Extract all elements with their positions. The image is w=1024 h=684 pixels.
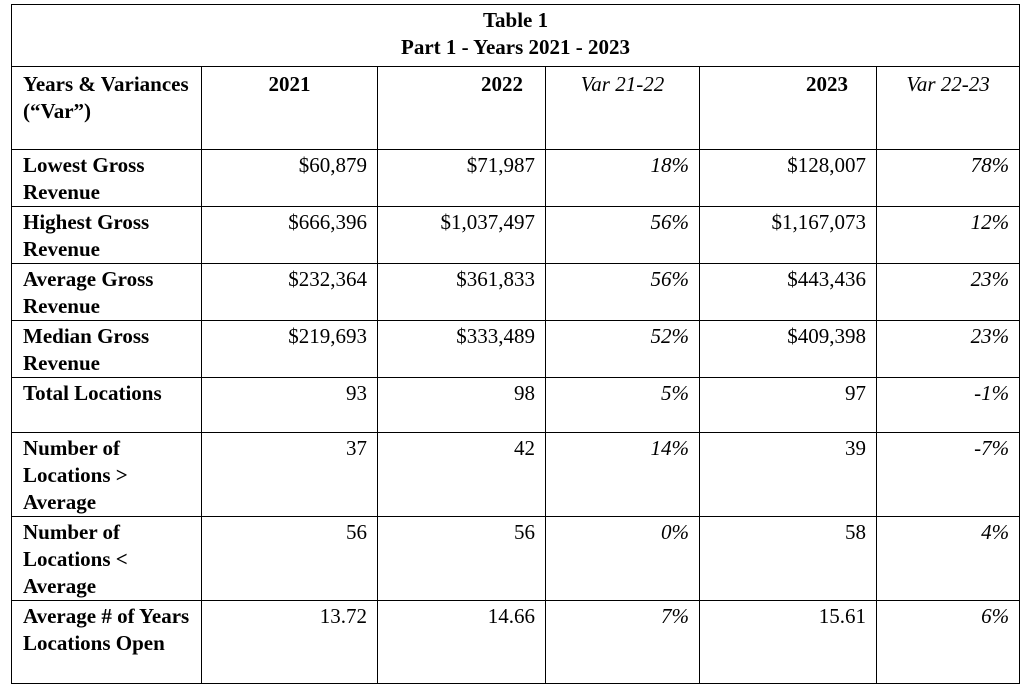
value-2023-cell: $1,167,073	[699, 206, 877, 264]
revenue-table: Table 1 Part 1 - Years 2021 - 2023 Years…	[10, 4, 1021, 684]
value-2023-cell: 15.61	[699, 600, 877, 684]
value-2021-cell: 56	[201, 516, 378, 601]
table-row: Average # of Years Locations Open 13.72 14…	[11, 600, 1021, 684]
table-caption-row: Table 1 Part 1 - Years 2021 - 2023	[10, 4, 1021, 67]
var-22-23-cell: 78%	[875, 149, 1021, 207]
var-22-23-cell: 23%	[875, 320, 1021, 378]
value-2022-cell: 14.66	[377, 600, 546, 684]
value-2021-cell: $219,693	[201, 320, 378, 378]
table-title: Table 1	[482, 8, 549, 32]
table-body: Lowest Gross Revenue $60,879 $71,987 18% $12…	[11, 149, 1021, 684]
value-2021-cell: 13.72	[201, 600, 378, 684]
row-label: Number of Locations > Average	[11, 432, 202, 517]
value-2023-cell: $443,436	[699, 263, 877, 321]
var-21-22-cell: 56%	[545, 263, 700, 321]
var-21-22-cell: 52%	[545, 320, 700, 378]
table-row: Highest Gross Revenue $666,396 $1,037,497 5…	[11, 206, 1021, 264]
header-var-21-22: Var 21-22	[545, 66, 700, 150]
value-2022-cell: 42	[377, 432, 546, 517]
value-2022-cell: $71,987	[377, 149, 546, 207]
value-2023-cell: $128,007	[699, 149, 877, 207]
value-2022-cell: $361,833	[377, 263, 546, 321]
table-row: Number of Locations > Average 37 42 14% 39 -7…	[11, 432, 1021, 517]
row-label: Average # of Years Locations Open	[11, 600, 202, 684]
table-row: Lowest Gross Revenue $60,879 $71,987 18% $12…	[11, 149, 1021, 207]
var-22-23-cell: -1%	[875, 377, 1021, 433]
header-2023: 2023	[699, 66, 877, 150]
row-label: Lowest Gross Revenue	[11, 149, 202, 207]
table-row: Median Gross Revenue $219,693 $333,489 52% $…	[11, 320, 1021, 378]
var-21-22-cell: 0%	[545, 516, 700, 601]
table-subtitle: Part 1 - Years 2021 - 2023	[401, 35, 631, 59]
var-21-22-cell: 56%	[545, 206, 700, 264]
table-row: Total Locations 93 98 5% 97 -1%	[11, 377, 1021, 433]
value-2023-cell: 58	[699, 516, 877, 601]
table-row: Number of Locations < Average 56 56 0% 58 4%	[11, 516, 1021, 601]
value-2023-cell: $409,398	[699, 320, 877, 378]
var-22-23-cell: 12%	[875, 206, 1021, 264]
value-2021-cell: 93	[201, 377, 378, 433]
row-label: Total Locations	[11, 377, 202, 433]
value-2021-cell: 37	[201, 432, 378, 517]
value-2023-cell: 39	[699, 432, 877, 517]
header-label: Years & Variances (“Var”)	[11, 66, 202, 150]
value-2021-cell: $232,364	[201, 263, 378, 321]
var-21-22-cell: 14%	[545, 432, 700, 517]
header-2022: 2022	[377, 66, 546, 150]
row-label: Highest Gross Revenue	[11, 206, 202, 264]
value-2023-cell: 97	[699, 377, 877, 433]
value-2022-cell: 56	[377, 516, 546, 601]
var-21-22-cell: 7%	[545, 600, 700, 684]
var-22-23-cell: 6%	[875, 600, 1021, 684]
var-21-22-cell: 18%	[545, 149, 700, 207]
value-2022-cell: $1,037,497	[377, 206, 546, 264]
value-2021-cell: $60,879	[201, 149, 378, 207]
value-2022-cell: $333,489	[377, 320, 546, 378]
row-label: Number of Locations < Average	[11, 516, 202, 601]
table-caption: Table 1 Part 1 - Years 2021 - 2023	[10, 4, 1021, 67]
var-22-23-cell: 4%	[875, 516, 1021, 601]
value-2022-cell: 98	[377, 377, 546, 433]
table-row: Average Gross Revenue $232,364 $361,833 56%…	[11, 263, 1021, 321]
row-label: Average Gross Revenue	[11, 263, 202, 321]
row-label: Median Gross Revenue	[11, 320, 202, 378]
header-2021: 2021	[201, 66, 378, 150]
header-var-22-23: Var 22-23	[875, 66, 1021, 150]
var-21-22-cell: 5%	[545, 377, 700, 433]
var-22-23-cell: -7%	[875, 432, 1021, 517]
value-2021-cell: $666,396	[201, 206, 378, 264]
var-22-23-cell: 23%	[875, 263, 1021, 321]
table-header-row: Years & Variances (“Var”) 2021 2022 Var …	[11, 66, 1021, 150]
